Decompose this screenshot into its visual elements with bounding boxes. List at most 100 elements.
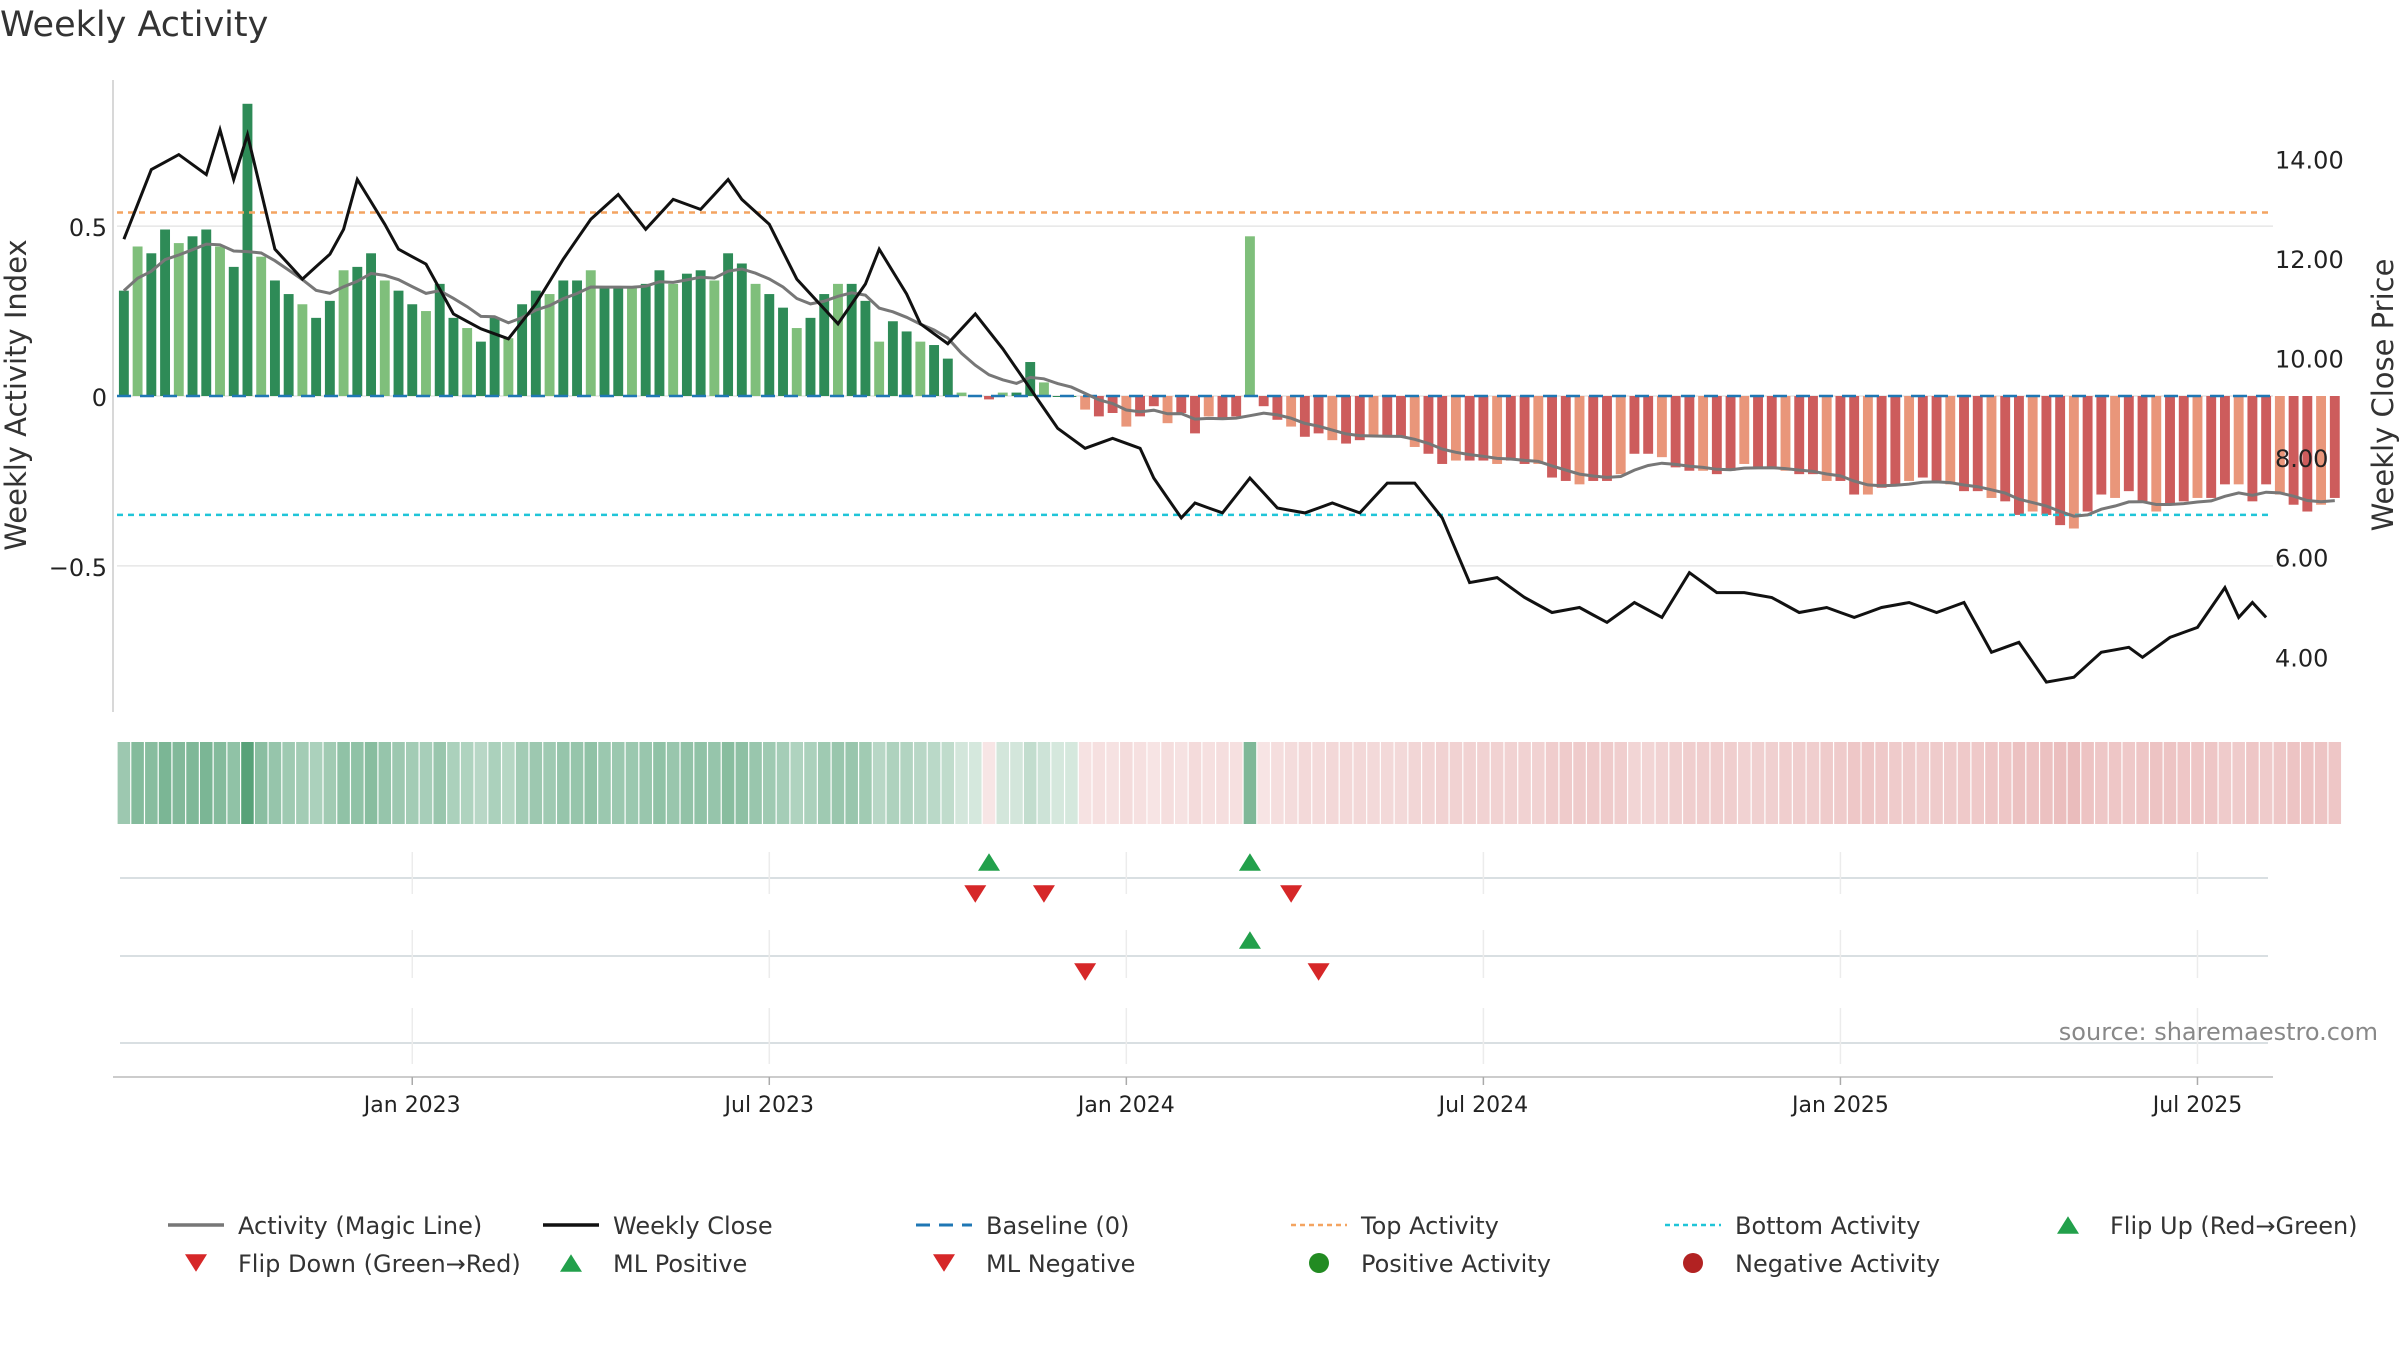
- heat-cell: [433, 742, 446, 824]
- activity-bar: [1808, 396, 1818, 475]
- heat-cell: [1490, 742, 1504, 824]
- legend-flip-up-label: Flip Up (Red→Green): [2110, 1212, 2358, 1240]
- heat-cell: [2163, 742, 2177, 824]
- activity-bar: [1670, 396, 1681, 468]
- activity-bar: [132, 246, 143, 396]
- heat-cell: [900, 742, 913, 824]
- heat-cell: [2136, 742, 2149, 824]
- activity-bar: [929, 345, 940, 396]
- heat-cell: [611, 742, 625, 824]
- activity-bar: [1986, 396, 1997, 498]
- activity-bar: [599, 287, 610, 396]
- heat-cell: [405, 742, 419, 824]
- activity-bar: [2055, 396, 2066, 526]
- heat-cell: [982, 742, 996, 824]
- activity-bar: [901, 331, 912, 396]
- heat-cell: [131, 742, 144, 824]
- activity-bar: [1739, 396, 1750, 464]
- heat-cell: [1216, 742, 1229, 824]
- activity-bar: [1038, 382, 1049, 396]
- activity-bar: [558, 280, 569, 396]
- activity-bar: [352, 266, 363, 396]
- heat-cell: [447, 742, 460, 824]
- legend-bottom-activity-label: Bottom Activity: [1735, 1212, 1920, 1240]
- activity-bar: [681, 273, 692, 396]
- heat-cell: [2314, 742, 2328, 824]
- heat-cell: [1435, 742, 1449, 824]
- activity-bar: [695, 270, 706, 396]
- activity-bar: [2219, 396, 2230, 485]
- activity-bar: [1835, 396, 1846, 481]
- activity-bar: [530, 290, 541, 396]
- activity-bar: [805, 317, 816, 396]
- x-tick-label: Jan 2024: [1076, 1093, 1175, 1118]
- heat-cell: [1710, 742, 1724, 824]
- activity-bar: [1176, 396, 1187, 413]
- heat-cell: [1339, 742, 1353, 824]
- activity-bar: [1931, 396, 1942, 481]
- activity-bar: [984, 396, 994, 400]
- heat-cell: [1586, 742, 1600, 824]
- heat-cell: [1985, 742, 1998, 824]
- heat-cell: [721, 742, 735, 824]
- y2-tick-label: 6.00: [2275, 545, 2328, 573]
- y-tick-label: −0.5: [49, 554, 107, 582]
- heat-cell: [1051, 742, 1064, 824]
- flip-down-marker: [964, 885, 987, 903]
- activity-bar: [1437, 396, 1448, 464]
- activity-bar: [2261, 396, 2272, 485]
- heat-cell: [1161, 742, 1174, 824]
- heat-cell: [1916, 742, 1930, 824]
- activity-bar: [1698, 396, 1709, 471]
- heat-cell: [351, 742, 364, 824]
- heat-cell: [845, 742, 858, 824]
- heat-cell: [502, 742, 515, 824]
- activity-bar: [1313, 396, 1324, 434]
- activity-bar: [283, 294, 294, 396]
- activity-bar: [723, 253, 734, 396]
- heat-cell: [186, 742, 199, 824]
- activity-bar: [2123, 396, 2134, 492]
- heat-cell: [1353, 742, 1367, 824]
- heat-cell: [666, 742, 680, 824]
- heat-cell: [2026, 742, 2039, 824]
- activity-bar: [393, 290, 404, 396]
- legend-activity-magic-line-label: Activity (Magic Line): [238, 1212, 482, 1240]
- heat-cell: [1463, 742, 1476, 824]
- activity-bar: [1533, 396, 1544, 464]
- activity-bar: [2192, 396, 2203, 498]
- activity-bar: [1464, 396, 1475, 461]
- activity-bar: [1821, 396, 1832, 481]
- heat-cell: [1765, 742, 1779, 824]
- heat-cell: [282, 742, 295, 824]
- activity-bar: [654, 270, 665, 396]
- activity-bar: [1368, 396, 1379, 437]
- heat-cell: [763, 742, 776, 824]
- heat-cell: [1847, 742, 1861, 824]
- heat-cell: [1532, 742, 1545, 824]
- activity-bar: [1382, 396, 1393, 437]
- activity-bar: [366, 253, 376, 396]
- heat-cell: [1367, 742, 1380, 824]
- heat-cell: [460, 742, 474, 824]
- heat-cell: [639, 742, 652, 824]
- activity-bar: [736, 263, 747, 396]
- heat-cell: [1696, 742, 1710, 824]
- heat-cell: [1380, 742, 1394, 824]
- activity-bar: [1341, 396, 1352, 444]
- activity-bar: [517, 304, 528, 396]
- heat-cell: [1092, 742, 1106, 824]
- heat-cell: [969, 742, 982, 824]
- heat-cell: [1902, 742, 1916, 824]
- heat-cell: [598, 742, 611, 824]
- legend-flip-down-label: Flip Down (Green→Red): [238, 1250, 521, 1278]
- heat-cell: [1202, 742, 1215, 824]
- heat-cell: [1298, 742, 1312, 824]
- heat-cell: [227, 742, 240, 824]
- activity-bar: [1162, 396, 1173, 424]
- activity-bar: [1135, 396, 1146, 417]
- heat-cell: [392, 742, 405, 824]
- activity-bar: [1231, 396, 1242, 417]
- heat-cell: [2081, 742, 2094, 824]
